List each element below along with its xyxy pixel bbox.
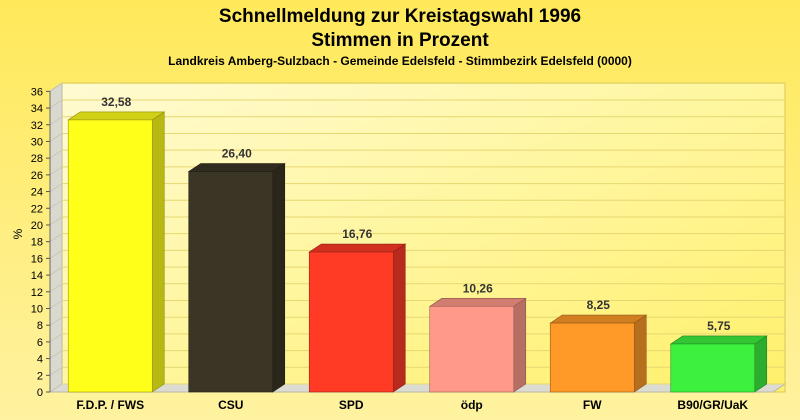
y-tick-label: 24 <box>31 187 43 199</box>
data-label: 32,58 <box>101 95 131 109</box>
gridline-side <box>49 283 63 293</box>
bar-group: 5,75 B90/GR/UaK <box>669 319 768 412</box>
y-tick-label: 10 <box>31 303 43 315</box>
x-tick-label: ödp <box>461 398 483 412</box>
gridline-side <box>49 316 63 326</box>
chart-title-line2: Stimmen in Prozent <box>311 30 489 51</box>
bar <box>429 306 515 393</box>
y-tick-label: 2 <box>37 370 43 382</box>
y-tick-label: 26 <box>31 170 43 182</box>
bar-group: 32,58 F.D.P. / FWS <box>67 95 166 412</box>
gridline-side <box>49 216 63 226</box>
gridline-side <box>49 333 63 343</box>
gridline-side <box>49 166 63 176</box>
chart-title: Schnellmeldung zur Kreistagswahl 1996 <box>219 6 581 27</box>
bars: 32,58 F.D.P. / FWS 26,40 CSU 16,76 SPD 10,26 öd… <box>67 95 768 412</box>
bar-side <box>151 111 165 393</box>
gridline-side <box>49 249 63 259</box>
gridline-side <box>49 300 63 309</box>
y-tick-label: 16 <box>31 253 43 265</box>
x-tick-label: SPD <box>339 398 364 412</box>
gridline-side <box>49 116 63 126</box>
gridline-side <box>49 183 63 192</box>
bar <box>308 251 394 393</box>
gridline-side <box>49 350 63 360</box>
x-tick-label: FW <box>583 398 602 412</box>
bar-side <box>272 162 286 393</box>
data-label: 26,40 <box>222 147 252 161</box>
y-tick-label: 20 <box>31 220 43 232</box>
gridline-side <box>49 149 63 159</box>
x-tick-label: CSU <box>218 398 243 412</box>
gridline-side <box>49 99 63 109</box>
chart-subtitle: Landkreis Amberg-Sulzbach - Gemeinde Ede… <box>168 54 632 68</box>
bar <box>670 343 756 393</box>
y-tick-label: 36 <box>31 86 43 98</box>
data-label: 5,75 <box>707 319 731 333</box>
plot-back-wall <box>61 82 786 393</box>
data-label: 8,25 <box>587 298 611 312</box>
bar-group: 16,76 SPD <box>308 227 407 412</box>
y-tick-label: 22 <box>31 203 43 215</box>
data-label: 10,26 <box>463 281 493 295</box>
bar-side <box>633 314 647 393</box>
gridline-side <box>49 199 63 209</box>
y-tick-label: 12 <box>31 287 43 299</box>
y-tick-label: 34 <box>31 103 43 115</box>
bar-top <box>187 163 286 172</box>
y-tick-label: 30 <box>31 136 43 148</box>
y-tick-label: 4 <box>37 354 43 366</box>
y-tick-label: 8 <box>37 320 43 332</box>
bar <box>549 322 635 393</box>
gridline-side <box>49 266 63 276</box>
y-tick-label: 0 <box>37 387 43 399</box>
bar-group: 26,40 CSU <box>187 147 286 412</box>
y-tick-label: 32 <box>31 120 43 132</box>
gridline-side <box>49 133 63 142</box>
bar-group: 8,25 FW <box>549 298 648 412</box>
bar-group: 10,26 ödp <box>428 281 527 412</box>
y-tick-label: 14 <box>31 270 43 282</box>
bar <box>67 119 153 393</box>
gridline-side <box>49 82 63 92</box>
bar-side <box>754 335 768 393</box>
gridline-side <box>49 233 63 243</box>
bar-side <box>513 297 527 393</box>
x-tick-label: B90/GR/UaK <box>677 398 748 412</box>
bar-top <box>549 314 648 324</box>
bar-side <box>392 243 406 393</box>
y-tick-label: 28 <box>31 153 43 165</box>
x-tick-label: F.D.P. / FWS <box>76 398 144 412</box>
y-tick-label: 6 <box>37 337 43 349</box>
bar-top <box>428 298 527 307</box>
gridline-side <box>49 366 63 376</box>
bar-top <box>669 335 768 345</box>
y-axis-label: % <box>11 228 25 239</box>
data-label: 16,76 <box>342 227 372 241</box>
y-tick-label: 18 <box>31 237 43 249</box>
bar <box>188 171 274 393</box>
bar-top <box>67 111 166 121</box>
bar-top <box>308 243 407 253</box>
gridline-side <box>49 383 63 393</box>
